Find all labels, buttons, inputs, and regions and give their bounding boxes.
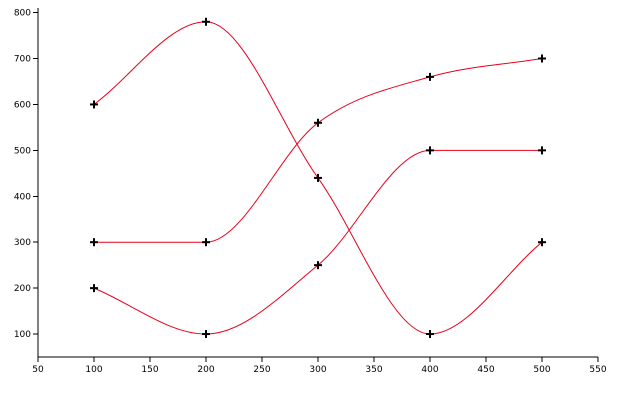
y-tick-label: 700 <box>14 55 31 65</box>
data-point-marker <box>538 238 546 247</box>
x-tick-label: 450 <box>477 365 494 375</box>
data-point-marker <box>202 17 210 26</box>
x-tick-label: 300 <box>309 365 326 375</box>
y-tick-label: 500 <box>14 146 31 156</box>
y-tick-label: 400 <box>14 192 31 202</box>
y-tick-label: 800 <box>14 9 31 19</box>
y-tick-label: 600 <box>14 100 31 110</box>
data-point-marker <box>90 238 98 247</box>
data-point-marker <box>202 238 210 247</box>
x-tick-label: 200 <box>197 365 214 375</box>
data-point-marker <box>426 330 434 339</box>
data-point-marker <box>314 261 322 270</box>
data-point-marker <box>538 146 546 155</box>
data-point-marker <box>426 72 434 81</box>
data-point-marker <box>90 100 98 109</box>
data-point-marker <box>426 146 434 155</box>
x-tick-label: 350 <box>365 365 382 375</box>
y-tick-label: 200 <box>14 284 31 294</box>
x-tick-label: 250 <box>253 365 270 375</box>
y-tick-label: 300 <box>14 238 31 248</box>
marker-layer <box>90 17 546 339</box>
data-point-marker <box>202 330 210 339</box>
x-tick-label: 550 <box>589 365 606 375</box>
data-point-marker <box>538 54 546 63</box>
x-tick-label: 50 <box>32 365 44 375</box>
x-tick-label: 500 <box>533 365 550 375</box>
data-point-marker <box>90 284 98 293</box>
data-point-marker <box>314 173 322 182</box>
x-tick-label: 100 <box>85 365 102 375</box>
x-tick-label: 400 <box>421 365 438 375</box>
y-tick-label: 100 <box>14 330 31 340</box>
data-point-marker <box>314 118 322 127</box>
x-tick-label: 150 <box>141 365 158 375</box>
axes: 50 100 150 200 250 300 350 400 450 500 550 100 200 30… <box>14 8 607 375</box>
